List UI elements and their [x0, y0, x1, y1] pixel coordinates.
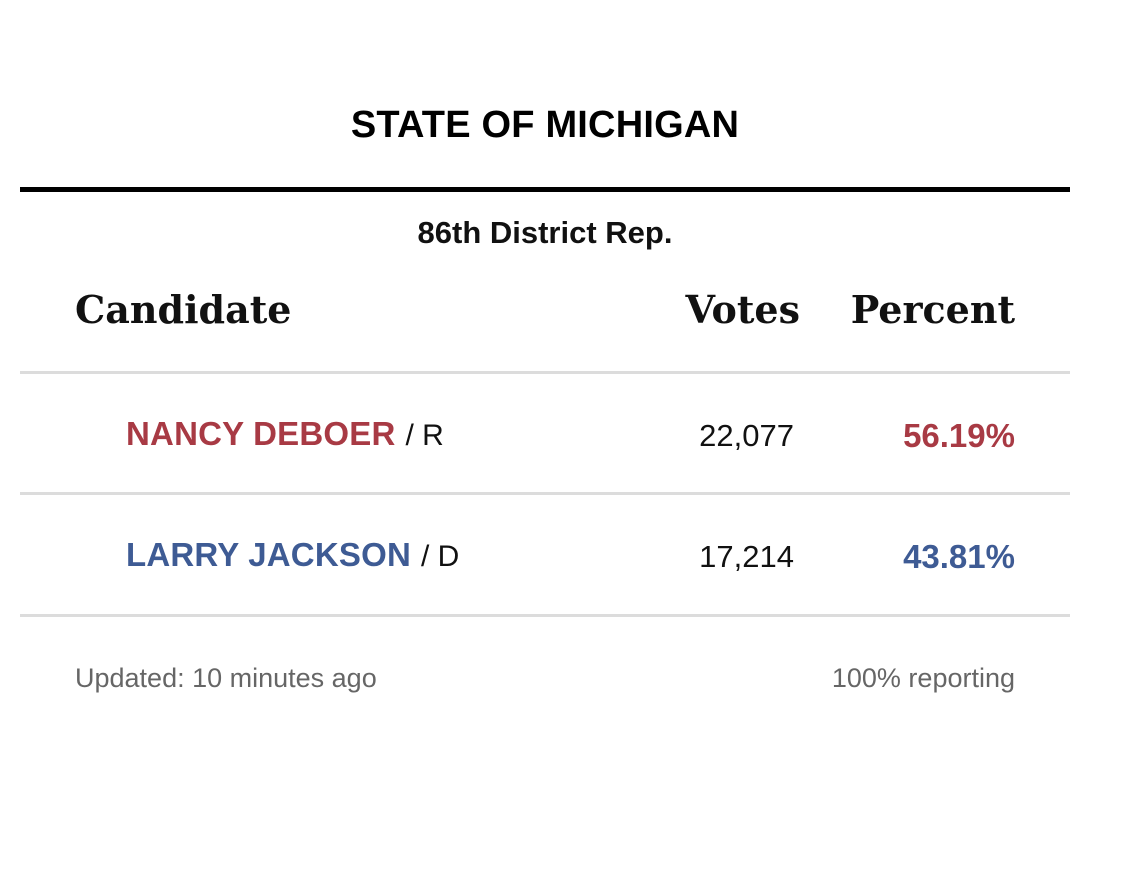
state-title: STATE OF MICHIGAN [350, 104, 740, 146]
title-divider [20, 187, 1070, 192]
candidate-party: / R [405, 419, 444, 452]
table-bottom-divider [20, 614, 1070, 617]
percent-value: 56.19% [903, 417, 1015, 454]
column-header-percent: Percent [850, 287, 1015, 332]
candidate-cell: LARRY JACKSON / D [126, 533, 459, 584]
votes-value: 17,214 [699, 539, 794, 574]
election-results-widget: STATE OF MICHIGAN 86th District Rep. Can… [20, 0, 1070, 884]
percent-value: 43.81% [903, 538, 1015, 575]
header-row-divider [20, 371, 1070, 374]
votes-value: 22,077 [699, 418, 794, 453]
reporting-status: 100% reporting [831, 663, 1015, 693]
table-row: NANCY DEBOER / R 22,077 56.19% [20, 374, 1070, 492]
table-row: LARRY JACKSON / D 17,214 43.81% [20, 495, 1070, 613]
candidate-name: LARRY JACKSON [126, 536, 411, 573]
column-header-votes: Votes [685, 287, 800, 332]
candidate-name: NANCY DEBOER [126, 415, 396, 452]
row-divider [20, 492, 1070, 495]
updated-timestamp: Updated: 10 minutes ago [75, 663, 377, 693]
race-name: 86th District Rep. [417, 215, 673, 250]
candidate-cell: NANCY DEBOER / R [126, 412, 444, 463]
column-header-candidate: Candidate [75, 287, 292, 332]
candidate-party: / D [420, 540, 460, 573]
